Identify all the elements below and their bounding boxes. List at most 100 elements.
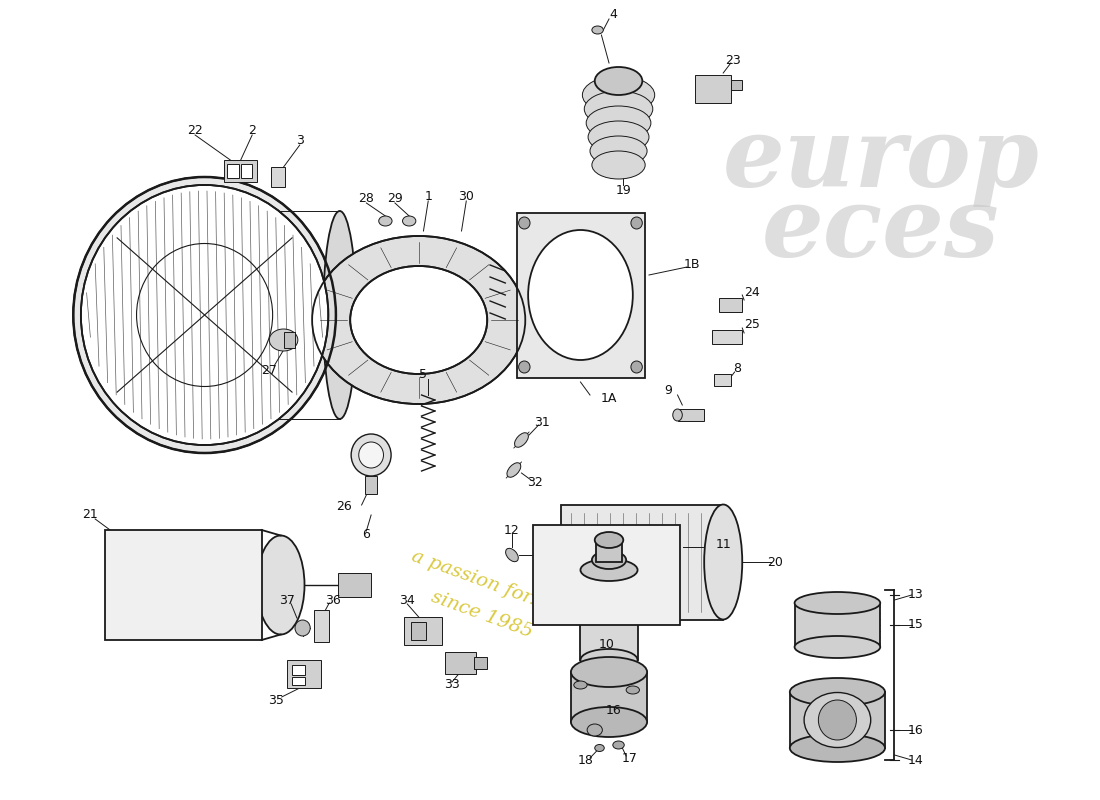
Text: 15: 15 — [908, 618, 923, 631]
Ellipse shape — [673, 409, 682, 421]
Circle shape — [518, 217, 530, 229]
Bar — [314, 610, 329, 642]
Text: 13: 13 — [908, 589, 923, 602]
Ellipse shape — [704, 505, 742, 619]
Bar — [794, 603, 880, 647]
Bar — [104, 530, 262, 640]
Ellipse shape — [515, 433, 528, 447]
Text: 20: 20 — [768, 555, 783, 569]
Ellipse shape — [582, 76, 654, 114]
Text: 5: 5 — [419, 369, 428, 382]
Bar — [678, 409, 704, 421]
Ellipse shape — [581, 559, 638, 581]
Ellipse shape — [359, 442, 384, 468]
Ellipse shape — [587, 724, 603, 736]
Ellipse shape — [595, 67, 642, 95]
Text: 12: 12 — [504, 523, 520, 537]
Circle shape — [74, 177, 336, 453]
Text: 32: 32 — [527, 475, 542, 489]
Text: 28: 28 — [359, 193, 374, 206]
Ellipse shape — [270, 329, 298, 351]
Text: 18: 18 — [578, 754, 593, 766]
Text: europ: europ — [723, 113, 1040, 207]
Bar — [719, 298, 742, 312]
Ellipse shape — [790, 678, 886, 706]
Text: 11: 11 — [715, 538, 732, 551]
Ellipse shape — [312, 236, 526, 404]
Text: 27: 27 — [262, 363, 277, 377]
Bar — [581, 570, 638, 660]
Text: 22: 22 — [187, 123, 204, 137]
Ellipse shape — [295, 620, 310, 636]
Text: 8: 8 — [734, 362, 741, 374]
Bar — [474, 657, 487, 669]
Text: 23: 23 — [725, 54, 740, 66]
Text: 34: 34 — [399, 594, 415, 606]
Ellipse shape — [351, 434, 392, 476]
Ellipse shape — [574, 681, 587, 689]
Circle shape — [631, 217, 642, 229]
Text: since 1985: since 1985 — [428, 588, 535, 642]
Ellipse shape — [794, 592, 880, 614]
Text: 36: 36 — [326, 594, 341, 606]
Ellipse shape — [323, 211, 356, 419]
Ellipse shape — [584, 91, 652, 127]
Text: 6: 6 — [362, 529, 371, 542]
Bar — [712, 330, 743, 344]
Text: 19: 19 — [615, 183, 631, 197]
Text: 25: 25 — [744, 318, 760, 331]
Bar — [293, 665, 306, 675]
Bar — [228, 164, 239, 178]
Ellipse shape — [804, 693, 871, 747]
Text: 30: 30 — [459, 190, 474, 202]
Ellipse shape — [257, 535, 305, 634]
Bar — [730, 80, 743, 90]
Text: 29: 29 — [387, 193, 403, 206]
Text: a passion for...: a passion for... — [409, 547, 550, 613]
Text: 21: 21 — [82, 509, 98, 522]
Text: 26: 26 — [337, 501, 352, 514]
Ellipse shape — [595, 532, 624, 548]
Circle shape — [818, 700, 857, 740]
Bar — [532, 525, 681, 625]
Ellipse shape — [626, 686, 639, 694]
Ellipse shape — [403, 216, 416, 226]
Circle shape — [518, 361, 530, 373]
Ellipse shape — [378, 216, 392, 226]
Text: eces: eces — [761, 183, 999, 277]
Bar — [571, 672, 647, 722]
Text: 4: 4 — [609, 9, 618, 22]
Text: 16: 16 — [908, 723, 923, 737]
Text: 1: 1 — [425, 190, 432, 202]
Text: 1B: 1B — [683, 258, 700, 271]
Bar — [293, 677, 306, 685]
Bar — [517, 213, 646, 378]
Ellipse shape — [528, 230, 632, 360]
Text: 2: 2 — [249, 123, 256, 137]
Bar — [790, 692, 886, 748]
Text: 10: 10 — [598, 638, 614, 651]
Bar — [446, 652, 476, 674]
Text: 14: 14 — [908, 754, 923, 766]
Bar — [287, 660, 321, 688]
Bar — [241, 164, 252, 178]
Bar — [338, 573, 371, 597]
Ellipse shape — [350, 266, 487, 374]
Text: 31: 31 — [535, 415, 550, 429]
Ellipse shape — [613, 741, 624, 749]
Ellipse shape — [507, 462, 520, 478]
Bar — [561, 505, 723, 620]
Text: 24: 24 — [744, 286, 760, 298]
Bar — [284, 332, 295, 348]
Text: 1A: 1A — [601, 393, 617, 406]
Text: 9: 9 — [664, 385, 672, 398]
Ellipse shape — [581, 649, 638, 671]
Ellipse shape — [586, 106, 651, 140]
Ellipse shape — [595, 745, 604, 751]
Bar — [223, 160, 257, 182]
Text: 37: 37 — [279, 594, 295, 606]
Bar — [596, 540, 623, 562]
Ellipse shape — [506, 548, 518, 562]
Ellipse shape — [592, 26, 603, 34]
Bar — [695, 75, 730, 103]
